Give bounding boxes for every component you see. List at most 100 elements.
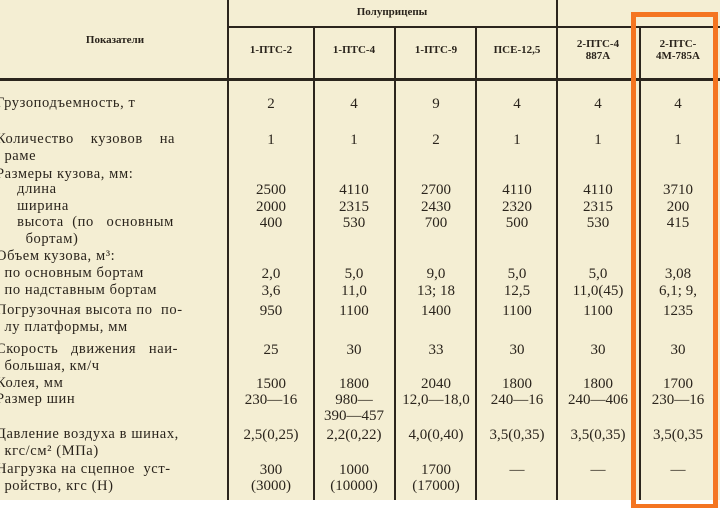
row-label: Размер шин xyxy=(0,391,76,407)
group-header: Полуприцепы xyxy=(356,6,428,18)
column-header: 1-ПТС-4 xyxy=(332,44,376,56)
table-cell: 4110 xyxy=(339,182,369,198)
row-label: Скорость движения наи- большая, км/ч xyxy=(0,341,179,374)
table-cell: 30 xyxy=(509,342,525,358)
column-header: 1-ПТС-9 xyxy=(414,44,458,56)
table-cell: 9 xyxy=(432,96,440,112)
row-label: Колея, мм xyxy=(0,375,64,391)
table-cell: 2,0 xyxy=(261,266,281,282)
column-divider xyxy=(227,0,229,500)
table-cell: 2320 xyxy=(502,199,532,215)
table-cell: 2315 xyxy=(339,199,369,215)
table-cell: 1500 xyxy=(256,376,286,392)
table-cell: 400 xyxy=(259,215,283,231)
table-cell: 980— 390—457 xyxy=(324,392,384,424)
table-cell: 4 xyxy=(350,96,358,112)
table-cell: 3,6 xyxy=(261,283,281,299)
table-cell: 13; 18 xyxy=(417,283,455,299)
table-cell: 1700 xyxy=(663,376,693,392)
row-label: ширина xyxy=(17,198,69,214)
table-cell: 230—16 xyxy=(244,392,298,408)
table-cell: 1800 xyxy=(339,376,369,392)
table-cell: 2700 xyxy=(421,182,451,198)
table-cell: 1100 xyxy=(339,303,369,319)
column-divider xyxy=(313,26,315,500)
table-cell: 300 (3000) xyxy=(251,462,291,494)
table-cell: 3710 xyxy=(663,182,693,198)
table-cell: 240—406 xyxy=(568,392,628,408)
column-divider xyxy=(475,26,477,500)
table-cell: 500 xyxy=(505,215,529,231)
table-cell: 1 xyxy=(350,132,358,148)
table-cell: 4 xyxy=(513,96,521,112)
row-label: Объем кузова, м³: xyxy=(0,248,116,264)
table-cell: 1235 xyxy=(663,303,693,319)
table-cell: 9,0 xyxy=(426,266,446,282)
table-cell: 2040 xyxy=(421,376,451,392)
table-cell: 3,08 xyxy=(664,266,692,282)
table-cell: 1 xyxy=(513,132,521,148)
table-cell: 2 xyxy=(432,132,440,148)
table-cell: 530 xyxy=(342,215,366,231)
column-divider xyxy=(394,26,396,500)
table-cell: 4,0(0,40) xyxy=(408,427,464,443)
table-cell: 230—16 xyxy=(651,392,705,408)
table-cell: 1 xyxy=(267,132,275,148)
table-cell: 1700 (17000) xyxy=(412,462,460,494)
table-cell: 1800 xyxy=(583,376,613,392)
header-bottom-rule xyxy=(0,78,720,81)
column-divider xyxy=(639,26,641,500)
table-cell: 12,5 xyxy=(503,283,531,299)
table-cell: 30 xyxy=(670,342,686,358)
row-label: Размеры кузова, мм: xyxy=(0,166,134,182)
table-cell: 2500 xyxy=(256,182,286,198)
table-cell: 3,5(0,35) xyxy=(489,427,545,443)
table-cell: 3,5(0,35 xyxy=(653,427,703,443)
table-cell: — xyxy=(670,462,686,478)
table-cell: 2,2(0,22) xyxy=(326,427,382,443)
column-header: 2-ПТС-4 887А xyxy=(576,38,620,62)
column-divider xyxy=(556,0,558,500)
highlight-box xyxy=(631,12,718,508)
table-cell: 5,0 xyxy=(507,266,527,282)
row-label: по основным бортам xyxy=(4,265,144,281)
table-cell: 4110 xyxy=(502,182,532,198)
table-cell: 2315 xyxy=(583,199,613,215)
table-cell: 30 xyxy=(346,342,362,358)
table-cell: 1800 xyxy=(502,376,532,392)
table-cell: 6,1; 9, xyxy=(659,283,697,299)
table-cell: 950 xyxy=(259,303,283,319)
table-cell: 30 xyxy=(590,342,606,358)
column-header: 2-ПТС- 4М-785А xyxy=(656,38,700,62)
table-cell: 11,0 xyxy=(341,283,367,299)
table-cell: 1100 xyxy=(583,303,613,319)
table-cell: 4 xyxy=(594,96,602,112)
table-cell: 25 xyxy=(263,342,279,358)
table-cell: 415 xyxy=(666,215,690,231)
table-cell: 240—16 xyxy=(490,392,544,408)
table-cell: 2000 xyxy=(256,199,286,215)
table-cell: 4110 xyxy=(583,182,613,198)
table-cell: 1 xyxy=(674,132,682,148)
table-cell: 5,0 xyxy=(344,266,364,282)
table-cell: 1100 xyxy=(502,303,532,319)
table-cell: 530 xyxy=(586,215,610,231)
row-label: Грузоподъемность, т xyxy=(0,95,136,111)
row-label: Давление воздуха в шинах, кгс/см² (МПа) xyxy=(0,426,179,459)
column-header: ПСЕ-12,5 xyxy=(493,44,541,56)
table-cell: 200 xyxy=(666,199,690,215)
table-cell: — xyxy=(590,462,606,478)
row-label: Погрузочная высота по по- лу платформы, … xyxy=(0,302,183,335)
table-cell: 2 xyxy=(267,96,275,112)
table-cell: 1 xyxy=(594,132,602,148)
column-header: 1-ПТС-2 xyxy=(249,44,293,56)
table-cell: 5,0 xyxy=(588,266,608,282)
indicators-header: Показатели xyxy=(85,34,145,46)
row-label: длина xyxy=(17,181,57,197)
row-label: Количество кузовов на раме xyxy=(0,131,176,164)
table-cell: 11,0(45) xyxy=(572,283,624,299)
header-group-rule xyxy=(228,26,720,28)
table-cell: 12,0—18,0 xyxy=(402,392,470,408)
table-cell: 2,5(0,25) xyxy=(243,427,299,443)
